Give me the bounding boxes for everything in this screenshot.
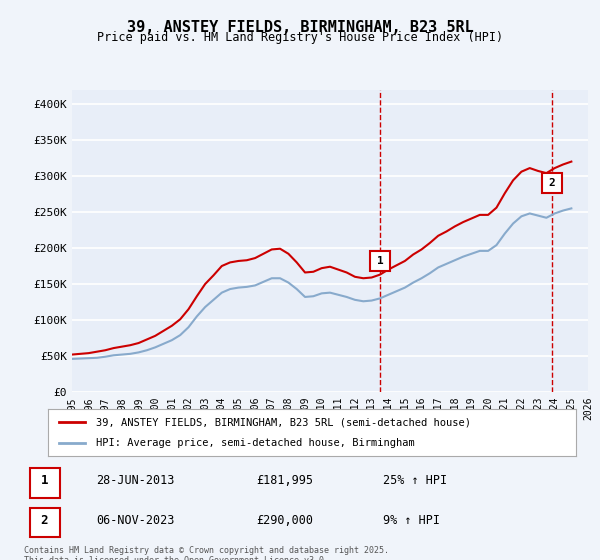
Text: £181,995: £181,995 [256,474,313,487]
Text: Price paid vs. HM Land Registry's House Price Index (HPI): Price paid vs. HM Land Registry's House … [97,31,503,44]
Text: HPI: Average price, semi-detached house, Birmingham: HPI: Average price, semi-detached house,… [95,438,414,448]
Text: 1: 1 [41,474,48,487]
Text: 39, ANSTEY FIELDS, BIRMINGHAM, B23 5RL (semi-detached house): 39, ANSTEY FIELDS, BIRMINGHAM, B23 5RL (… [95,417,470,427]
Text: 39, ANSTEY FIELDS, BIRMINGHAM, B23 5RL: 39, ANSTEY FIELDS, BIRMINGHAM, B23 5RL [127,20,473,35]
Text: 28-JUN-2013: 28-JUN-2013 [96,474,174,487]
Text: Contains HM Land Registry data © Crown copyright and database right 2025.
This d: Contains HM Land Registry data © Crown c… [24,546,389,560]
FancyBboxPatch shape [29,507,60,537]
Text: 2: 2 [41,514,48,526]
Text: 06-NOV-2023: 06-NOV-2023 [96,514,174,526]
Text: 9% ↑ HPI: 9% ↑ HPI [383,514,440,526]
Text: 1: 1 [377,256,383,266]
Text: £290,000: £290,000 [256,514,313,526]
Text: 25% ↑ HPI: 25% ↑ HPI [383,474,447,487]
FancyBboxPatch shape [29,468,60,498]
Text: 2: 2 [549,178,556,188]
